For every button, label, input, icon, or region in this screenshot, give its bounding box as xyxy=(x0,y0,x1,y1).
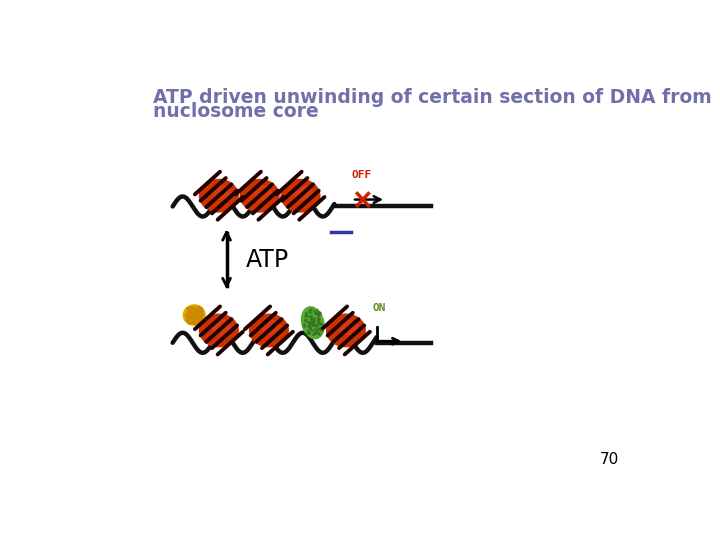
Ellipse shape xyxy=(261,320,282,335)
Ellipse shape xyxy=(240,179,279,213)
Text: nuclosome core: nuclosome core xyxy=(153,102,319,121)
Text: 70: 70 xyxy=(600,452,619,467)
Ellipse shape xyxy=(281,179,320,213)
Ellipse shape xyxy=(326,314,366,347)
Ellipse shape xyxy=(338,320,359,335)
Ellipse shape xyxy=(252,185,272,200)
Ellipse shape xyxy=(249,314,289,347)
Ellipse shape xyxy=(293,185,312,200)
Ellipse shape xyxy=(211,185,231,200)
Ellipse shape xyxy=(183,304,206,326)
Text: ON: ON xyxy=(373,303,387,313)
Ellipse shape xyxy=(301,306,325,339)
Text: ATP driven unwinding of certain section of DNA from: ATP driven unwinding of certain section … xyxy=(153,88,712,107)
Ellipse shape xyxy=(199,179,239,213)
Text: OFF: OFF xyxy=(351,170,372,180)
Ellipse shape xyxy=(211,320,231,335)
Ellipse shape xyxy=(199,314,239,347)
Text: ATP: ATP xyxy=(246,248,289,272)
